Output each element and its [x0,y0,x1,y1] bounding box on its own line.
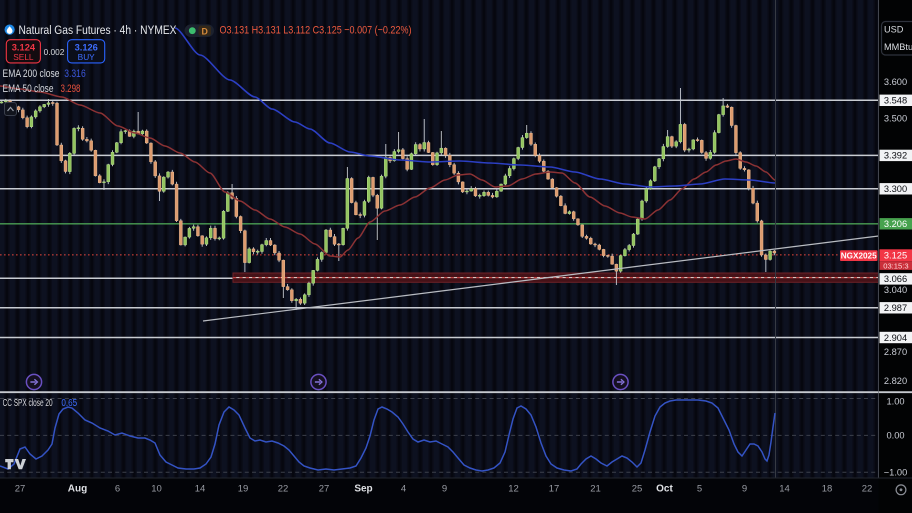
svg-text:Oct: Oct [656,484,673,495]
svg-text:Aug: Aug [68,484,87,495]
svg-text:Sep: Sep [354,484,372,495]
svg-text:14: 14 [195,484,206,495]
svg-text:3.600: 3.600 [884,77,907,87]
svg-text:6: 6 [115,484,120,495]
svg-text:9: 9 [442,484,447,495]
svg-text:3.548: 3.548 [884,96,907,106]
svg-text:0.00: 0.00 [886,431,904,441]
svg-text:3.040: 3.040 [884,285,907,295]
svg-text:3.124: 3.124 [12,42,36,52]
svg-text:21: 21 [590,484,601,495]
svg-text:USD: USD [884,25,904,35]
svg-text:3.392: 3.392 [884,151,907,161]
svg-text:2.870: 2.870 [884,347,907,357]
svg-text:10: 10 [151,484,162,495]
svg-text:D: D [202,26,208,36]
svg-text:SELL: SELL [13,52,34,62]
svg-text:27: 27 [15,484,26,495]
svg-text:19: 19 [238,484,249,495]
svg-text:3.298: 3.298 [61,83,81,95]
svg-text:1.00: 1.00 [886,397,904,407]
svg-text:3.126: 3.126 [75,42,98,52]
svg-text:EMA 200 close: EMA 200 close [3,68,60,80]
svg-text:2.987: 2.987 [884,303,907,313]
svg-text:3.125: 3.125 [884,251,907,261]
svg-text:3.500: 3.500 [884,114,907,124]
svg-text:3.206: 3.206 [884,219,907,229]
svg-text:−1.00: −1.00 [884,468,908,478]
svg-text:MMBtu: MMBtu [884,42,912,52]
svg-text:0.002: 0.002 [44,47,65,57]
svg-text:14: 14 [779,484,790,495]
svg-text:0.65: 0.65 [61,398,77,409]
svg-text:2.904: 2.904 [884,333,907,343]
svg-text:27: 27 [319,484,330,495]
svg-text:2.820: 2.820 [884,376,907,386]
svg-text:25: 25 [632,484,643,495]
svg-text:O3.131 H3.131 L3.112 C3.125 −0: O3.131 H3.131 L3.112 C3.125 −0.007 (−0.2… [220,25,412,37]
svg-text:9: 9 [742,484,747,495]
svg-text:18: 18 [822,484,833,495]
svg-text:3.316: 3.316 [64,68,85,80]
svg-text:BUY: BUY [78,52,96,62]
svg-text:22: 22 [278,484,289,495]
svg-text:4: 4 [401,484,406,495]
svg-text:CC SPX close 20: CC SPX close 20 [3,398,53,409]
svg-text:3.066: 3.066 [884,274,907,284]
svg-text:12: 12 [508,484,519,495]
svg-text:Natural Gas Futures · 4h · NYM: Natural Gas Futures · 4h · NYMEX [19,23,177,37]
svg-text:5: 5 [697,484,702,495]
svg-text:NGX2025: NGX2025 [841,252,877,261]
svg-text:22: 22 [862,484,873,495]
svg-text:17: 17 [549,484,560,495]
svg-text:03:15:3: 03:15:3 [883,261,908,270]
svg-text:EMA 50 close: EMA 50 close [3,83,54,95]
svg-text:3.300: 3.300 [884,184,907,194]
